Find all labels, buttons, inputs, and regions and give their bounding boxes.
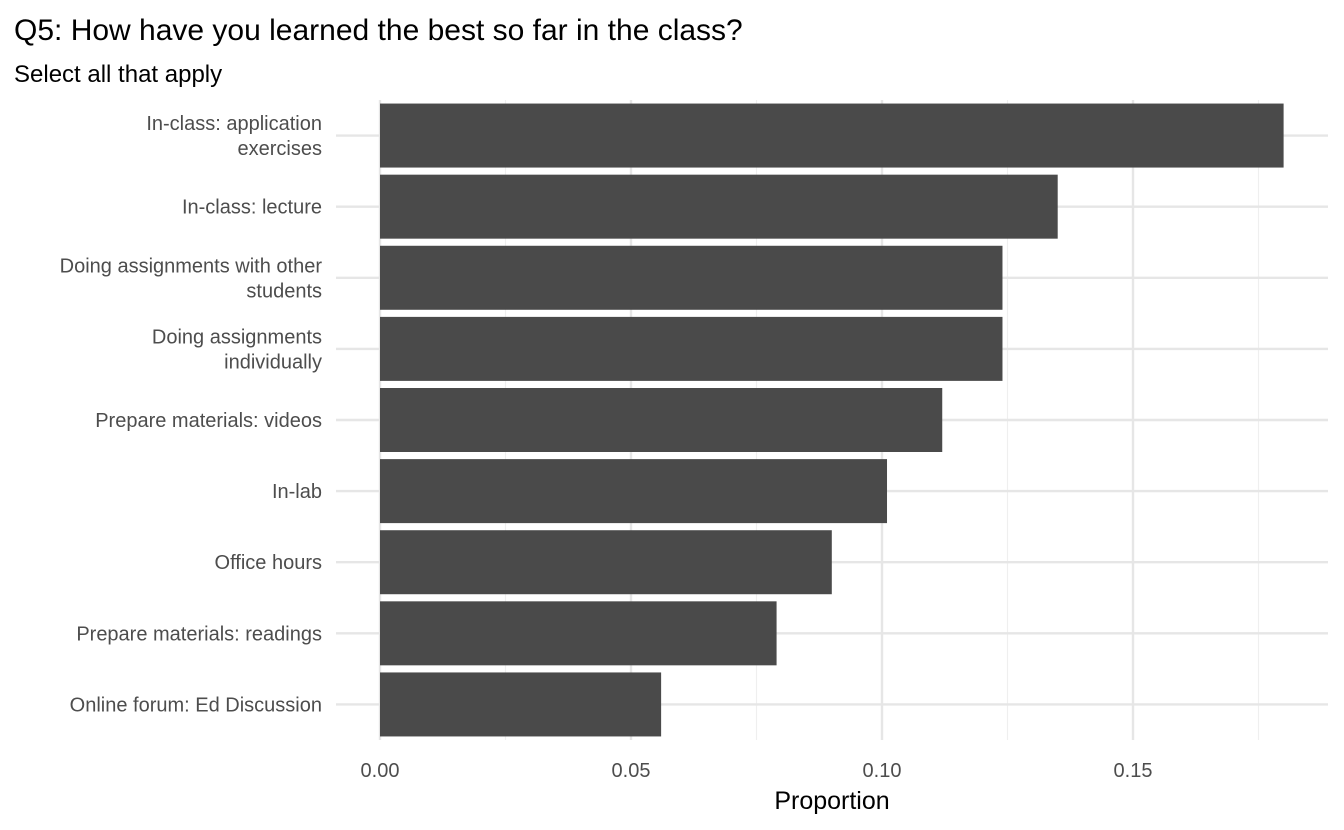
category-label: In-class: lecture bbox=[182, 197, 322, 219]
category-label-line: Online forum: Ed Discussion bbox=[70, 694, 322, 716]
bar bbox=[380, 388, 943, 452]
bars bbox=[380, 103, 1284, 737]
category-label-line: Doing assignments with other bbox=[60, 255, 323, 277]
bar bbox=[380, 459, 888, 524]
category-label: Doing assignments individually bbox=[152, 326, 322, 373]
x-tick-labels: 0.00 0.05 0.10 0.15 bbox=[361, 760, 1153, 782]
category-label: In-lab bbox=[272, 481, 322, 503]
category-label-line: students bbox=[246, 280, 322, 302]
category-label-line: In-class: lecture bbox=[182, 197, 322, 219]
x-tick-label: 0.15 bbox=[1114, 760, 1153, 782]
bar bbox=[380, 530, 832, 595]
category-label: Online forum: Ed Discussion bbox=[70, 694, 322, 716]
category-label-line: Prepare materials: readings bbox=[76, 623, 322, 645]
category-label-line: Prepare materials: videos bbox=[95, 410, 322, 432]
x-tick-label: 0.05 bbox=[612, 760, 651, 782]
category-label: Prepare materials: videos bbox=[95, 410, 322, 432]
chart-subtitle: Select all that apply bbox=[14, 61, 222, 88]
x-tick-label: 0.10 bbox=[863, 760, 902, 782]
bar bbox=[380, 601, 777, 666]
category-label: Doing assignments with other students bbox=[60, 255, 323, 302]
category-label-line: In-lab bbox=[272, 481, 322, 503]
x-axis-title: Proportion bbox=[774, 787, 889, 815]
category-label: Office hours bbox=[215, 552, 322, 574]
category-label-line: In-class: application bbox=[146, 113, 322, 135]
bar bbox=[380, 103, 1284, 168]
x-tick-label: 0.00 bbox=[361, 760, 400, 782]
category-label-line: exercises bbox=[238, 138, 322, 160]
bar bbox=[380, 316, 1003, 381]
category-labels: In-class: application exercisesIn-class: … bbox=[60, 113, 323, 716]
category-label-line: Office hours bbox=[215, 552, 322, 574]
category-label-line: individually bbox=[224, 351, 322, 373]
bar bbox=[380, 672, 662, 737]
category-label: Prepare materials: readings bbox=[76, 623, 322, 645]
chart-title: Q5: How have you learned the best so far… bbox=[14, 14, 743, 47]
category-label: In-class: application exercises bbox=[146, 113, 322, 160]
category-label-line: Doing assignments bbox=[152, 326, 322, 348]
bar bbox=[380, 174, 1058, 239]
bar bbox=[380, 245, 1003, 310]
